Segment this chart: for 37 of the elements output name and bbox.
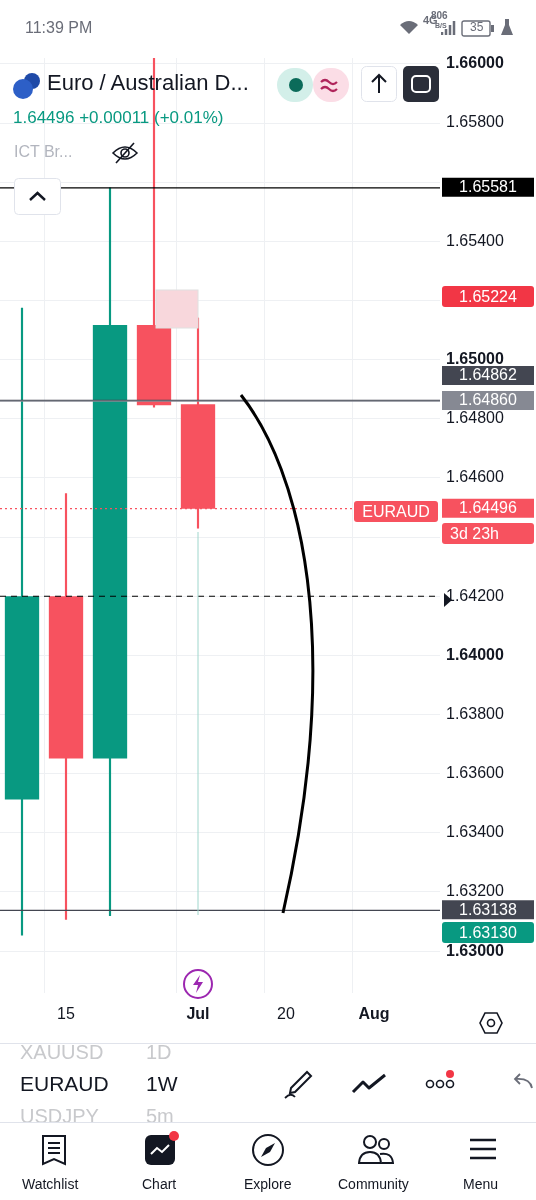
x-tick-label: 15	[57, 1004, 75, 1022]
y-tick-label: 1.63600	[446, 764, 504, 782]
ref-line-label: 1.64496	[459, 499, 518, 517]
y-tick-label: 1.64200	[446, 586, 504, 604]
text: Community	[338, 1176, 409, 1193]
annotation: ICT Br...	[14, 142, 73, 162]
text: 35	[470, 20, 484, 35]
text: EURAUD	[20, 1071, 109, 1097]
y-tick-label: 1.63000	[446, 941, 504, 959]
y-tick-label: 1.66000	[446, 54, 504, 72]
ref-line-label: 1.64862	[459, 366, 518, 384]
y-tick-label: 1.65000	[446, 350, 504, 368]
text: Watchlist	[22, 1176, 79, 1193]
x-tick-label: Aug	[358, 1004, 390, 1022]
y-tick-label: 1.63400	[446, 823, 504, 841]
text: 1.65224	[442, 286, 534, 308]
y-tick-label: 1.64800	[446, 409, 504, 427]
text: 11:39 PM	[25, 18, 93, 38]
y-tick-label: 1.63200	[446, 882, 504, 900]
x-tick-label: Jul	[186, 1004, 210, 1022]
x-tick-label: 20	[277, 1004, 295, 1022]
text: 1.64496 +0.00011 (+0.01%)	[13, 108, 224, 128]
y-tick-label: 1.64600	[446, 468, 504, 486]
ref-line-label: 1.65581	[459, 178, 518, 196]
text: 3d 23h	[442, 523, 534, 545]
y-tick-label: 1.64000	[446, 645, 504, 663]
text: 1.63130	[442, 922, 534, 944]
ref-line-label: 1.64860	[459, 391, 518, 409]
ref-line-label: 1.63138	[459, 900, 518, 918]
text: Menu	[463, 1176, 499, 1193]
y-tick-label: 1.65800	[446, 113, 504, 131]
text: 1W	[146, 1071, 178, 1097]
y-tick-label: 1.63800	[446, 704, 504, 722]
annotation: EURAUD	[354, 501, 438, 523]
text: Chart	[142, 1176, 177, 1193]
y-tick-label: 1.65400	[446, 231, 504, 249]
text: Explore	[244, 1176, 292, 1193]
